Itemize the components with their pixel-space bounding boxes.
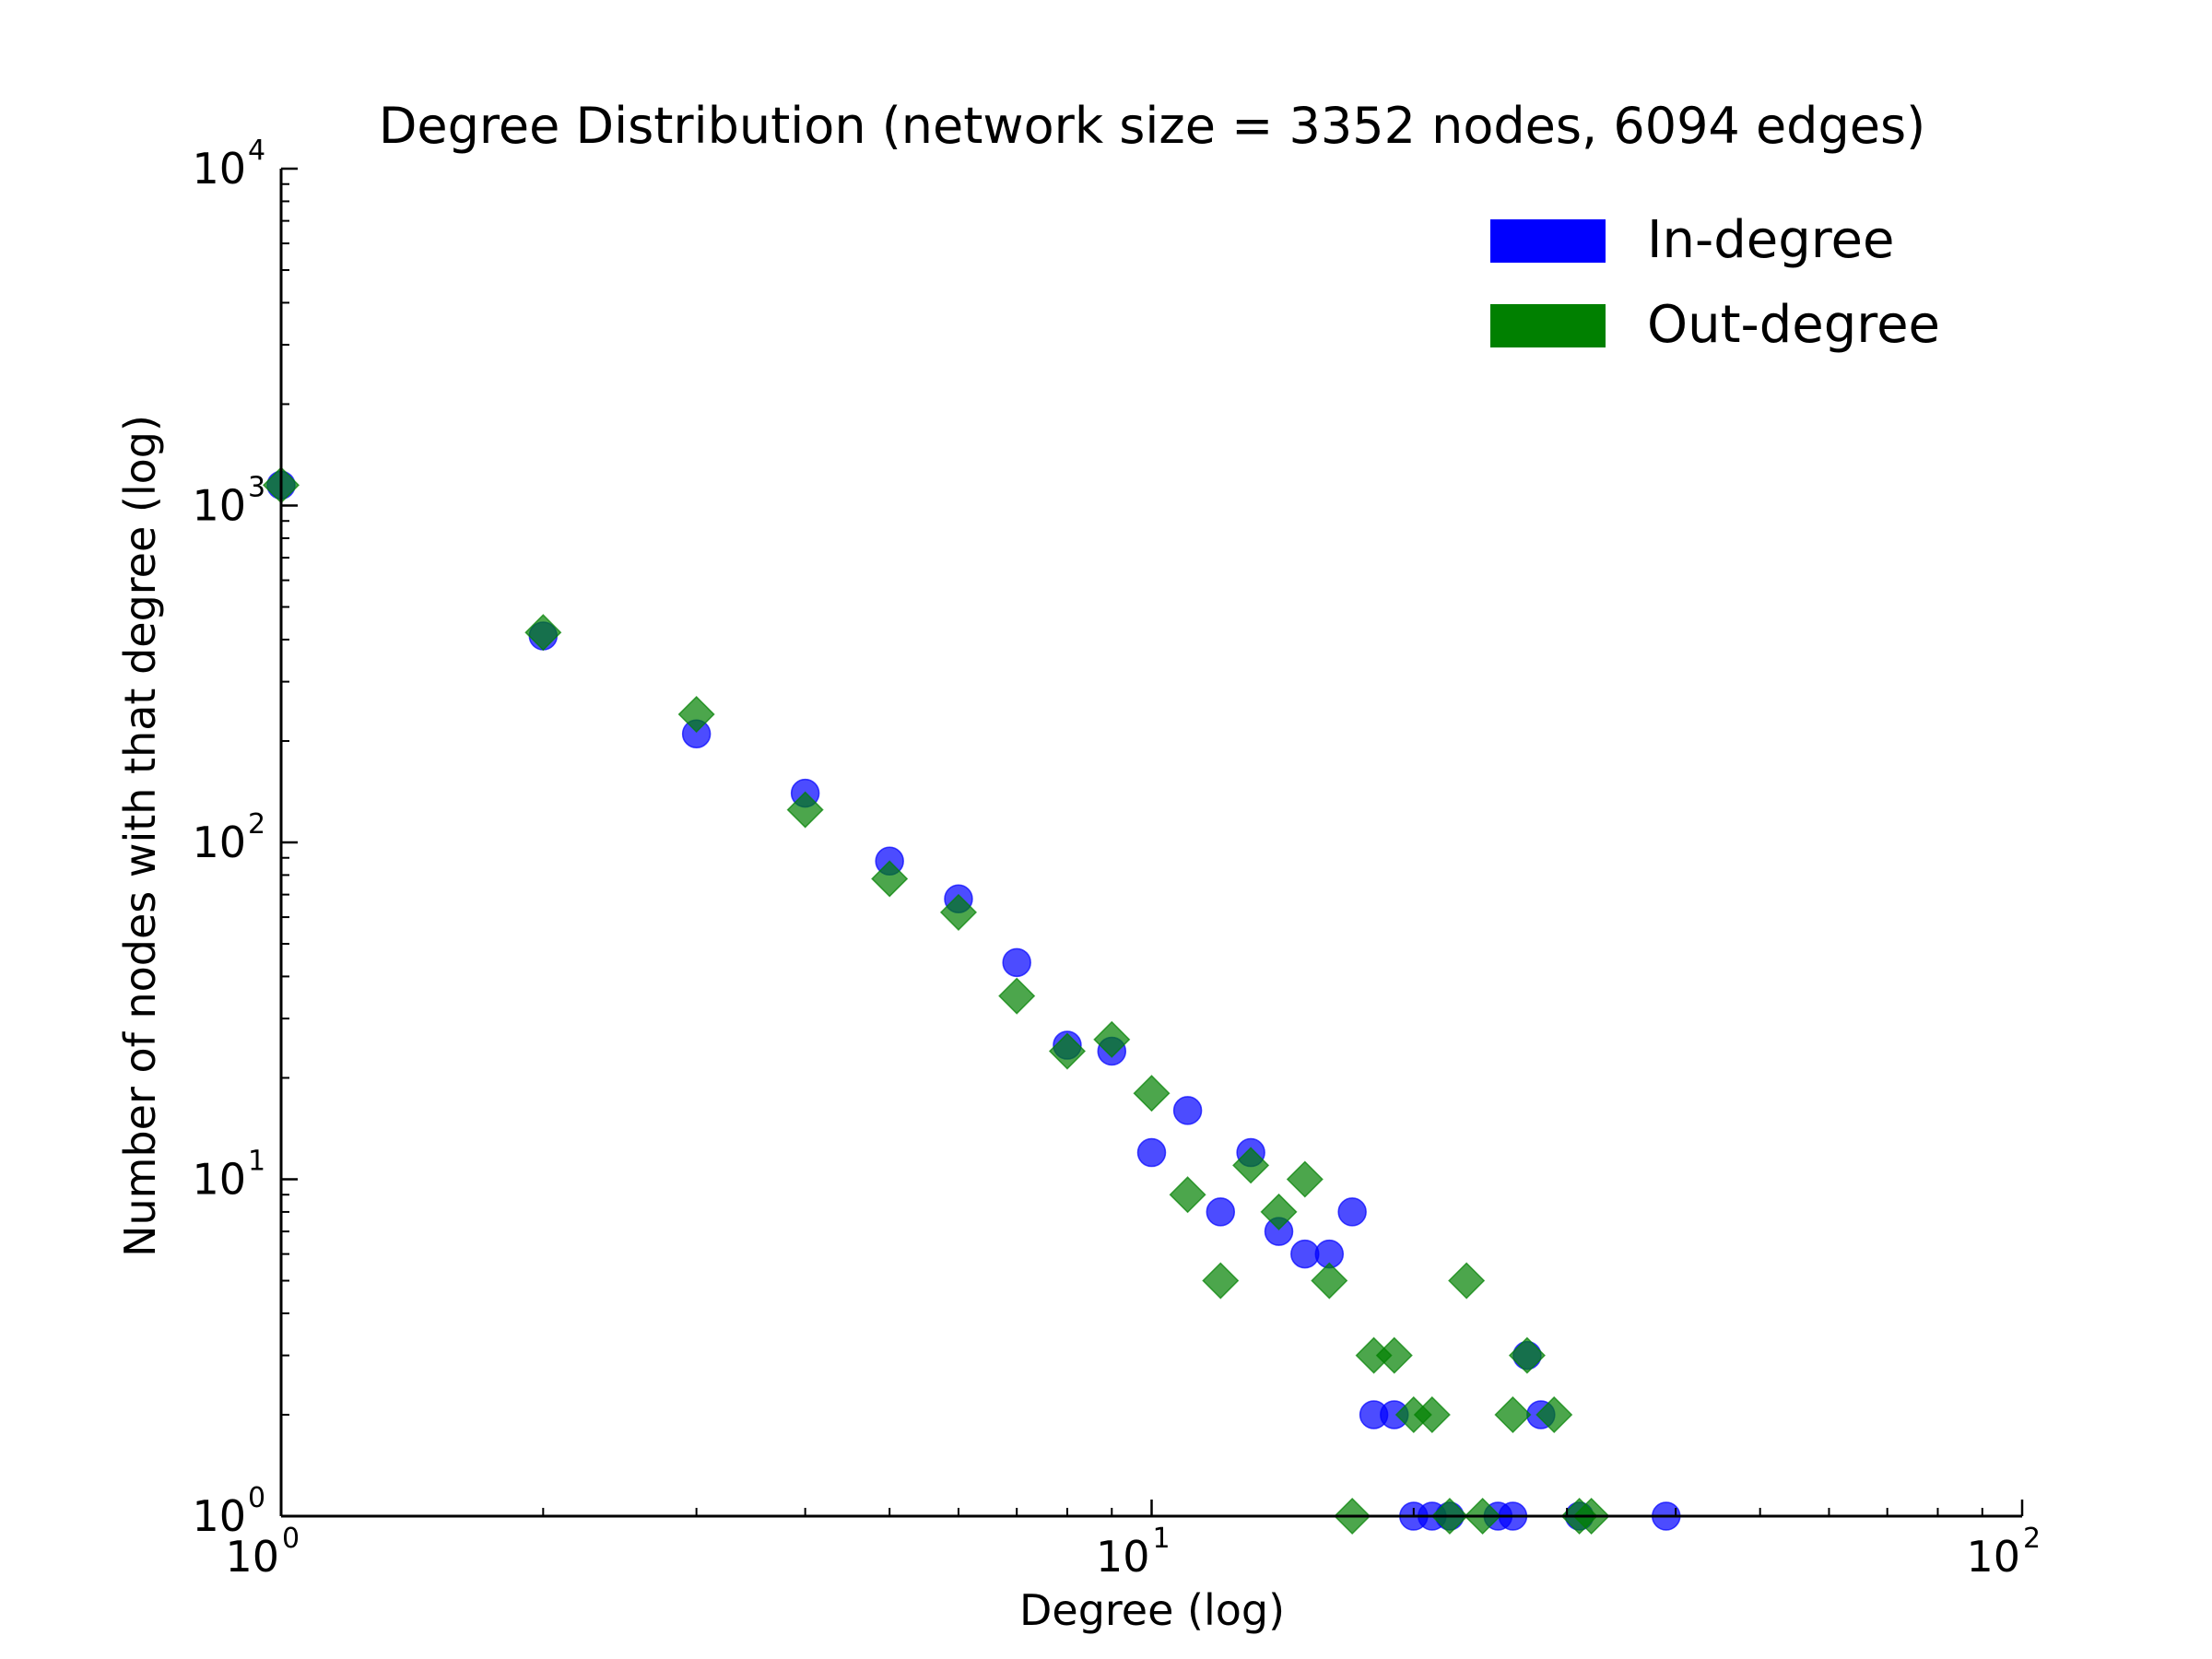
plot-area	[281, 169, 2022, 1516]
x-tick-base: 10	[225, 1532, 279, 1582]
x-tick-exponent: 1	[1153, 1523, 1171, 1555]
out-degree-point	[1494, 1395, 1532, 1434]
out-degree-point	[1133, 1075, 1171, 1112]
y-tick-label: 10 2	[192, 808, 265, 867]
x-tick-base: 10	[1096, 1532, 1150, 1582]
out-degree-point	[1260, 1193, 1298, 1230]
in-degree-point	[1337, 1197, 1367, 1227]
y-tick-label: 10 1	[192, 1146, 265, 1205]
in-degree-point	[1290, 1239, 1320, 1269]
out-degree-point	[1169, 1176, 1206, 1214]
out-degree-point	[1093, 1020, 1131, 1058]
y-tick-exponent: 2	[248, 808, 265, 841]
in-degree-point	[1002, 947, 1031, 978]
plot-frame	[281, 169, 2022, 1516]
x-tick-exponent: 0	[282, 1523, 300, 1555]
y-tick-label: 10 4	[192, 135, 265, 194]
x-tick-label: 10 0	[225, 1523, 300, 1582]
legend-swatch	[1490, 304, 1606, 347]
ticks: 10 0 10 1 10 210 010 110 210 310 4	[192, 135, 2041, 1582]
out-degree-point	[1535, 1395, 1573, 1434]
y-tick-base: 10	[192, 144, 246, 194]
out-degree-point	[786, 791, 824, 829]
out-degree-point	[1286, 1160, 1324, 1198]
y-tick-exponent: 3	[248, 472, 265, 504]
y-tick-base: 10	[192, 818, 246, 867]
out-degree-point	[939, 893, 978, 931]
y-tick-base: 10	[192, 1491, 246, 1541]
out-degree-point	[1508, 1336, 1546, 1374]
y-tick-base: 10	[192, 1155, 246, 1205]
in-degree-point	[1172, 1096, 1203, 1125]
out-degree-point	[998, 977, 1036, 1015]
chart-title: Degree Distribution (network size = 3352…	[379, 97, 1925, 155]
legend-label: Out-degree	[1647, 295, 1940, 355]
x-tick-label: 10 1	[1096, 1523, 1171, 1582]
out-degree-point	[1375, 1336, 1413, 1374]
x-axis-label: Degree (log)	[1019, 1585, 1285, 1635]
legend: In-degree Out-degree	[1490, 210, 1940, 355]
in-degree-point	[1136, 1137, 1167, 1168]
legend-label: In-degree	[1647, 210, 1894, 270]
out-degree-point	[1311, 1262, 1348, 1300]
in-degree-point	[1206, 1197, 1236, 1227]
y-axis-label: Number of nodes with that degree (log)	[115, 415, 165, 1257]
out-degree-point	[1448, 1262, 1486, 1300]
y-tick-exponent: 1	[248, 1146, 265, 1178]
y-tick-base: 10	[192, 481, 246, 531]
out-degree-point	[1413, 1395, 1451, 1434]
y-tick-exponent: 4	[248, 135, 265, 167]
y-tick-label: 10 0	[192, 1482, 265, 1541]
out-degree-point	[677, 695, 715, 734]
out-degree-point	[524, 614, 562, 652]
x-tick-exponent: 2	[2023, 1523, 2041, 1555]
out-degree-point	[871, 860, 909, 898]
legend-swatch	[1490, 219, 1606, 263]
out-degree-point	[1048, 1032, 1087, 1070]
y-tick-exponent: 0	[248, 1482, 265, 1514]
out-degree-point	[1202, 1262, 1240, 1300]
out-degree-point	[1232, 1147, 1270, 1184]
y-tick-label: 10 3	[192, 472, 265, 531]
legend-item: In-degree	[1490, 210, 1894, 270]
x-tick-label: 10 2	[1966, 1523, 2041, 1582]
legend-item: Out-degree	[1490, 295, 1940, 355]
x-tick-base: 10	[1966, 1532, 2020, 1582]
